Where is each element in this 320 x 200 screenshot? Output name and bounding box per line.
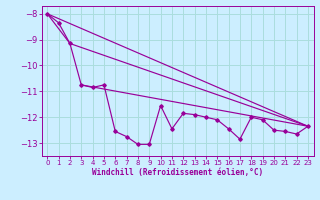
X-axis label: Windchill (Refroidissement éolien,°C): Windchill (Refroidissement éolien,°C): [92, 168, 263, 177]
